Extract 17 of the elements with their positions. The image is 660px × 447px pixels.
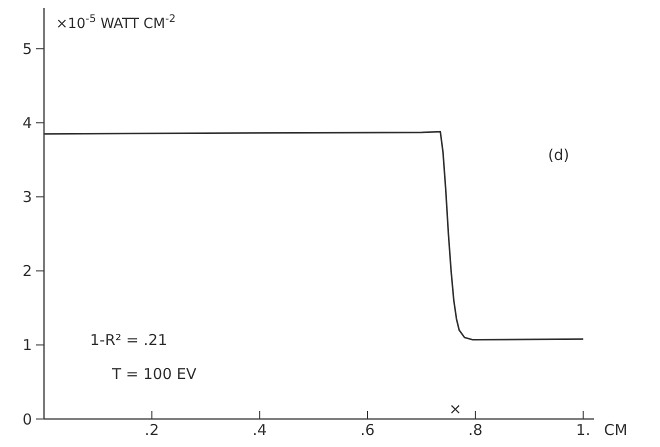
annotation: (d) [548, 146, 570, 164]
y-tick-label: 4 [22, 114, 32, 132]
annotation: 1-R² = .21 [90, 331, 168, 349]
annotation: T = 100 EV [111, 365, 198, 383]
y-axis-title: ×10$^{-5}$ WATT CM$^{-2}$ [56, 13, 176, 32]
x-tick-label: .4 [252, 421, 267, 439]
annotation: × [449, 400, 462, 418]
y-tick-label: 0 [22, 410, 32, 428]
x-tick-label: .2 [144, 421, 159, 439]
y-tick-label: 1 [22, 336, 32, 354]
x-tick-label: .6 [360, 421, 375, 439]
y-tick-label: 3 [22, 188, 32, 206]
x-axis-title: CM [604, 421, 628, 439]
x-tick-label: .8 [468, 421, 483, 439]
y-tick-label: 5 [22, 40, 32, 58]
x-tick-label: 1. [576, 421, 590, 439]
y-tick-label: 2 [22, 262, 32, 280]
